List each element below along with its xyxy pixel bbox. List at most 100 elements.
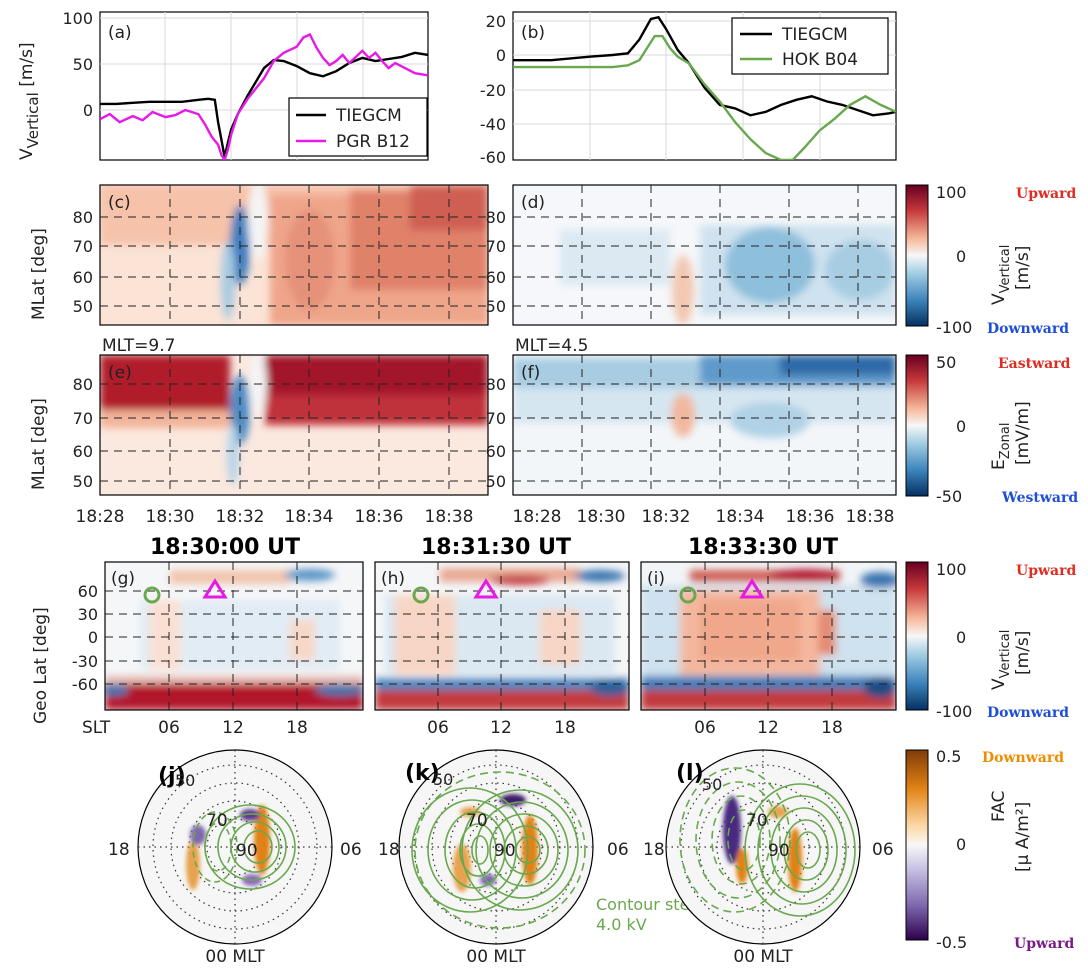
- polar-lat-70-l: 70: [746, 811, 768, 831]
- colorbar-4-mid: 0: [956, 835, 966, 854]
- polar-lat-90-j: 90: [236, 841, 258, 861]
- ytick-a-0: 0: [83, 101, 93, 120]
- polar-bottom-l: 00 MLT: [733, 947, 793, 967]
- panel-f: 80 70 60 50 (f): [486, 354, 897, 496]
- station-marker-hok-h: [412, 586, 430, 604]
- ylabel-e: MLat [deg]: [29, 398, 49, 490]
- panel-label-f: (f): [521, 363, 540, 383]
- ytick-g-60: 60: [78, 582, 98, 601]
- colorbar-1-min: -100: [936, 318, 972, 337]
- colorbar-1: 100 0 -100 Upward Downward VVertical [m/…: [905, 183, 1076, 337]
- colorbar-1-max: 100: [936, 183, 967, 202]
- colorbar-3-max: 100: [936, 560, 967, 579]
- time-tick-left-5: 18:38: [425, 507, 474, 527]
- panel-d: 80 70 60 50 (d): [486, 184, 897, 326]
- slt-tick-g-18: 18: [286, 718, 308, 738]
- colorbar-4-top-word: Downward: [982, 750, 1064, 766]
- panel-k: (k) 50 70 90 18 06 00 MLT Contour step 4…: [378, 749, 700, 967]
- panel-g: (g) 60 30 0 -30 -60 Geo Lat [deg]: [31, 561, 364, 724]
- polar-left-k: 18: [378, 840, 400, 860]
- colorbar-2-unit: [mV/m]: [1013, 401, 1033, 465]
- ytick-e-60: 60: [73, 442, 93, 461]
- polar-lat-70-j: 70: [206, 811, 228, 831]
- title-g: 18:30:00 UT: [150, 535, 300, 560]
- panel-label-c: (c): [108, 193, 131, 213]
- colorbar-3: 100 0 -100 Upward Downward VVertical [m/…: [905, 560, 1076, 721]
- polar-left-j: 18: [108, 840, 130, 860]
- station-marker-pgr-i: [739, 578, 765, 599]
- time-axis-left: 18:28 18:30 18:32 18:34 18:36 18:38: [76, 507, 474, 527]
- ytick-d-70: 70: [486, 237, 506, 256]
- legend-label-tiegcm-a: TIEGCM: [335, 106, 402, 126]
- colorbar-4-min: -0.5: [936, 933, 967, 952]
- ytick-g-m30: -30: [72, 652, 98, 671]
- panel-h: (h): [374, 561, 630, 711]
- mlt-left-label: MLT=9.7: [102, 336, 175, 356]
- panel-label-g: (g): [111, 569, 135, 589]
- ytick-f-80: 80: [486, 375, 506, 394]
- ytick-d-60: 60: [486, 268, 506, 287]
- time-tick-left-2: 18:32: [216, 507, 265, 527]
- time-tick-left-0: 18:28: [76, 507, 125, 527]
- colorbar-1-bottom-word: Downward: [987, 321, 1069, 337]
- ytick-f-70: 70: [486, 409, 506, 428]
- colorbar-3-bottom-word: Downward: [987, 705, 1069, 721]
- ytick-d-50: 50: [486, 297, 506, 316]
- title-i: 18:33:30 UT: [688, 535, 838, 560]
- mlt-right-label: MLT=4.5: [515, 336, 588, 356]
- ytick-a-100: 100: [62, 9, 93, 28]
- panel-label-j: (j): [158, 764, 186, 789]
- colorbar-2-mid: 0: [956, 417, 966, 436]
- station-marker-pgr-g: [202, 578, 228, 599]
- ytick-c-60: 60: [73, 268, 93, 287]
- colorbar-4-unit: [μ A/m²]: [1013, 802, 1033, 872]
- colorbar-3-unit: [m/s]: [1013, 631, 1033, 675]
- contour-note-line-1: Contour step: [596, 895, 700, 914]
- panel-j: (j) 50 70 90 18 06 00 MLT: [108, 749, 362, 967]
- colorbar-2-min: -50: [936, 487, 962, 506]
- polar-lat-50-k: 50: [433, 770, 453, 789]
- polar-lat-50-j: 50: [175, 771, 195, 790]
- colorbar-4: 0.5 0 -0.5 Downward Upward FAC [μ A/m²]: [905, 747, 1074, 952]
- panel-label-d: (d): [521, 193, 545, 213]
- panel-c: 80 70 60 50 (c) MLat [deg]: [29, 184, 489, 326]
- panel-label-e: (e): [108, 363, 132, 383]
- ylabel-c: MLat [deg]: [29, 228, 49, 320]
- polar-lat-90-k: 90: [494, 841, 516, 861]
- time-tick-left-3: 18:34: [285, 507, 334, 527]
- ytick-g-0: 0: [88, 628, 98, 647]
- time-tick-left-1: 18:30: [146, 507, 195, 527]
- ytick-f-50: 50: [486, 472, 506, 491]
- panel-label-i: (i): [647, 569, 665, 589]
- colorbar-1-top-word: Upward: [1016, 186, 1076, 202]
- colorbar-2-top-word: Eastward: [998, 356, 1071, 372]
- panel-l: (l) 50 70 90 18 06 00 MLT: [643, 749, 894, 967]
- ytick-e-70: 70: [73, 409, 93, 428]
- slt-tick-h-12: 12: [490, 718, 512, 738]
- colorbar-2-label: EZonal: [989, 423, 1013, 470]
- station-marker-hok-i: [679, 586, 697, 604]
- colorbar-3-min: -100: [936, 702, 972, 721]
- ytick-g-30: 30: [78, 605, 98, 624]
- slt-label: SLT: [82, 718, 111, 738]
- ylabel-a: VVertical [m/s]: [17, 42, 42, 160]
- colorbar-1-unit: [m/s]: [1013, 246, 1033, 290]
- time-tick-right-5: 18:38: [846, 507, 895, 527]
- ytick-b-0: 0: [496, 46, 506, 65]
- polar-lat-70-k: 70: [466, 811, 488, 831]
- ytick-g-m60: -60: [72, 675, 98, 694]
- panel-e: 80 70 60 50 (e) MLat [deg]: [29, 354, 489, 496]
- ytick-e-50: 50: [73, 472, 93, 491]
- time-tick-right-4: 18:36: [786, 507, 835, 527]
- ylabel-g: Geo Lat [deg]: [31, 607, 51, 724]
- legend-label-hok-b04: HOK B04: [782, 50, 858, 70]
- title-h: 18:31:30 UT: [421, 535, 571, 560]
- ytick-c-70: 70: [73, 237, 93, 256]
- series-line-pgr-b12: [100, 32, 428, 160]
- colorbar-3-top-word: Upward: [1016, 563, 1076, 579]
- polar-right-j: 06: [340, 840, 362, 860]
- ytick-a-50: 50: [73, 55, 93, 74]
- ytick-b-m60: -60: [480, 148, 506, 167]
- panel-label-h: (h): [381, 569, 405, 589]
